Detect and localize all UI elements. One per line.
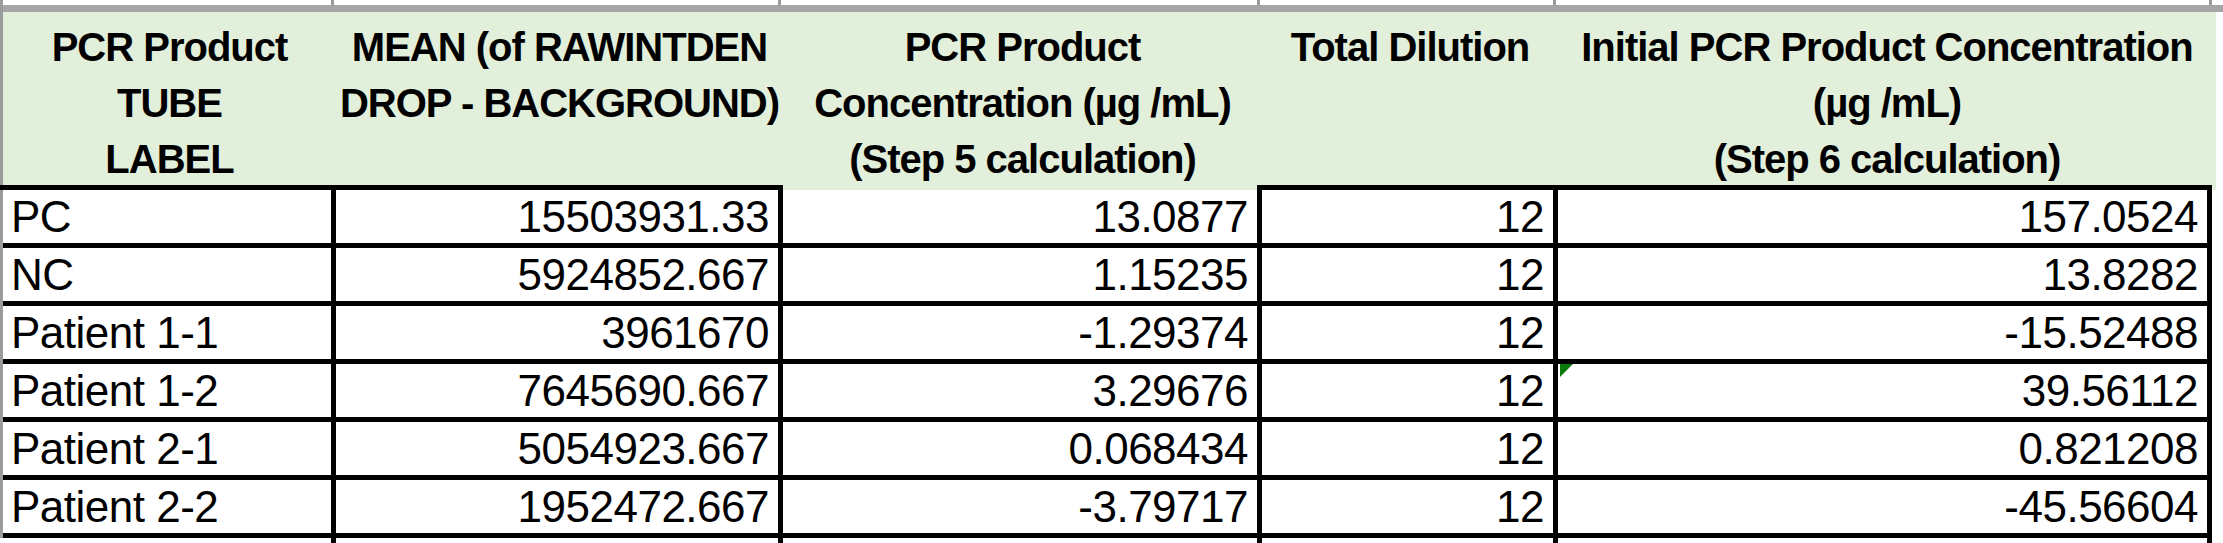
header-cell-tube-label[interactable]: PCR Product TUBE LABEL [3,12,336,190]
header-cell-total-dilution[interactable]: Total Dilution [1262,12,1558,190]
table-row: Patient 2-1 5054923.667 0.068434 12 0.82… [3,422,2212,480]
cell-pcr-concentration[interactable]: 0.068434 [783,422,1262,480]
cell-tube-label[interactable]: Patient 1-2 [3,364,336,422]
cell-total-dilution[interactable]: 12 [1262,190,1558,248]
table-row: Patient 2-2 1952472.667 -3.79717 12 -45.… [3,480,2212,538]
cell-tube-label[interactable]: Patient 2-2 [3,480,336,538]
cell-initial-concentration[interactable]: 0.821208 [1558,422,2212,480]
gridline [1257,538,1262,543]
cell-initial-concentration[interactable]: 13.8282 [1558,248,2212,306]
cell-initial-concentration[interactable]: -15.52488 [1558,306,2212,364]
cell-total-dilution[interactable]: 12 [1262,364,1558,422]
gridline [331,538,336,543]
cell-pcr-concentration[interactable]: 13.0877 [783,190,1262,248]
cell-tube-label[interactable]: Patient 1-1 [3,306,336,364]
cell-tube-label[interactable]: Patient 2-1 [3,422,336,480]
cell-total-dilution[interactable]: 12 [1262,422,1558,480]
cell-initial-concentration[interactable]: -45.56604 [1558,480,2212,538]
cell-total-dilution[interactable]: 12 [1262,306,1558,364]
gridline [1553,538,1558,543]
cell-initial-concentration[interactable]: 157.0524 [1558,190,2212,248]
table-row: Patient 1-1 3961670 -1.29374 12 -15.5248… [3,306,2212,364]
cell-mean-rawintden[interactable]: 7645690.667 [336,364,783,422]
cell-mean-rawintden[interactable]: 1952472.667 [336,480,783,538]
cell-pcr-concentration[interactable]: 3.29676 [783,364,1262,422]
table-row: Patient 1-2 7645690.667 3.29676 12 39.56… [3,364,2212,422]
cell-initial-concentration[interactable]: 39.56112 [1558,364,2212,422]
table-row: NC 5924852.667 1.15235 12 13.8282 [3,248,2212,306]
cell-pcr-concentration[interactable]: 1.15235 [783,248,1262,306]
cell-pcr-concentration[interactable]: -3.79717 [783,480,1262,538]
cell-error-indicator-icon [1560,364,1573,377]
cell-tube-label[interactable]: NC [3,248,336,306]
cell-pcr-concentration[interactable]: -1.29374 [783,306,1262,364]
cell-mean-rawintden[interactable]: 3961670 [336,306,783,364]
header-cell-mean-rawintden[interactable]: MEAN (of RAWINTDEN DROP - BACKGROUND) [336,12,783,190]
cell-total-dilution[interactable]: 12 [1262,480,1558,538]
header-cell-pcr-concentration[interactable]: PCR Product Concentration (µg /mL) (Step… [783,12,1262,190]
header-cell-initial-concentration[interactable]: Initial PCR Product Concentration (µg /m… [1558,12,2216,190]
row-divider-gridline [0,5,2223,12]
cell-tube-label[interactable]: PC [3,190,336,248]
cell-mean-rawintden[interactable]: 5924852.667 [336,248,783,306]
cell-mean-rawintden[interactable]: 15503931.33 [336,190,783,248]
partial-row-below [0,538,2223,543]
cell-mean-rawintden[interactable]: 5054923.667 [336,422,783,480]
spreadsheet-table: PC 15503931.33 13.0877 12 157.0524 NC 59… [3,190,2212,538]
table-row: PC 15503931.33 13.0877 12 157.0524 [3,190,2212,248]
gridline [2207,538,2212,543]
gridline [778,538,783,543]
cell-total-dilution[interactable]: 12 [1262,248,1558,306]
